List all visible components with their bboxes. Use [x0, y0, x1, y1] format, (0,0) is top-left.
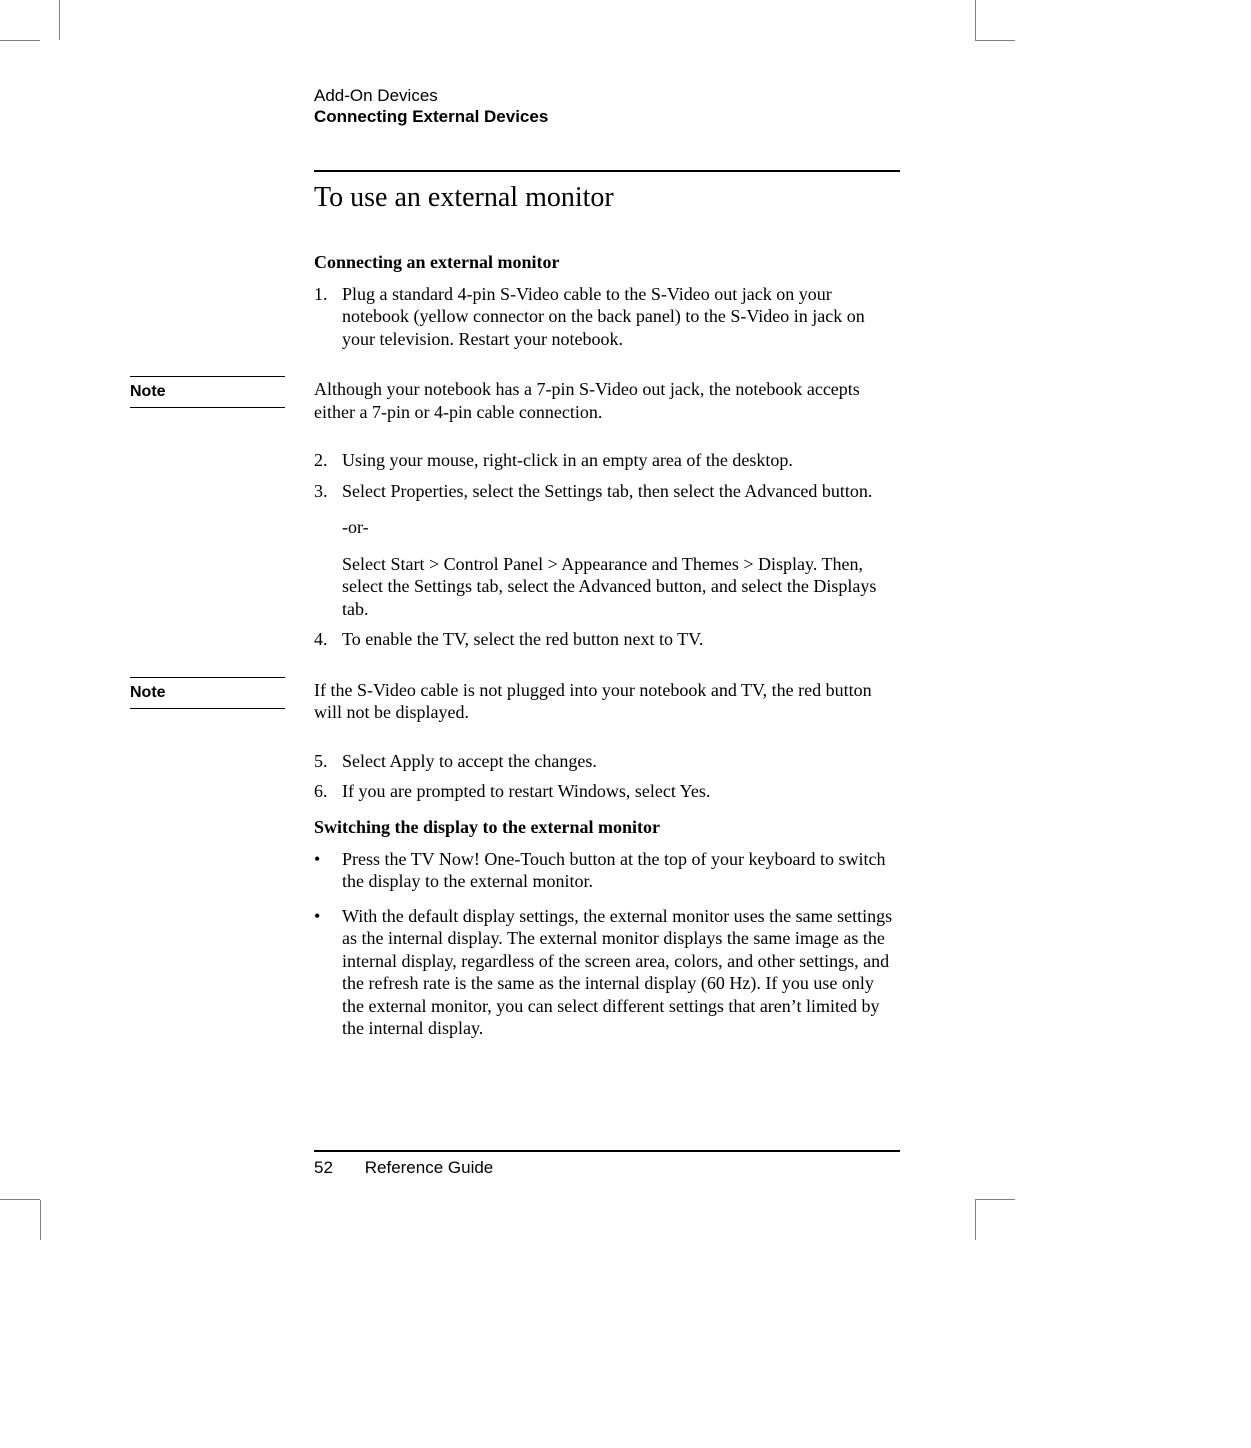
list-text: If you are prompted to restart Windows, … — [342, 780, 900, 803]
list-number: 2. — [314, 449, 342, 472]
note-body: If the S-Video cable is not plugged into… — [300, 673, 900, 724]
list-item: 4. To enable the TV, select the red butt… — [314, 628, 900, 651]
list-item: 5. Select Apply to accept the changes. — [314, 750, 900, 773]
footer-doc-title: Reference Guide — [365, 1158, 494, 1177]
list-number: 4. — [314, 628, 342, 651]
crop-mark — [975, 1200, 976, 1240]
ordered-list: 5. Select Apply to accept the changes. 6… — [314, 750, 900, 803]
bullet-list: • Press the TV Now! One-Touch button at … — [314, 848, 900, 1040]
note-block: Note Although your notebook has a 7-pin … — [130, 372, 900, 423]
note-block: Note If the S-Video cable is not plugged… — [130, 673, 900, 724]
crop-mark — [975, 0, 976, 40]
list-text: Press the TV Now! One-Touch button at th… — [342, 848, 900, 893]
page-content: Add-On Devices Connecting External Devic… — [130, 85, 900, 1178]
list-text: With the default display settings, the e… — [342, 905, 900, 1040]
or-label: -or- — [342, 516, 900, 539]
running-header: Add-On Devices Connecting External Devic… — [314, 85, 900, 128]
footer: 52 Reference Guide — [314, 1158, 900, 1178]
list-item: • With the default display settings, the… — [314, 905, 900, 1040]
horizontal-rule — [314, 170, 900, 172]
list-item: • Press the TV Now! One-Touch button at … — [314, 848, 900, 893]
list-item: 1. Plug a standard 4-pin S-Video cable t… — [314, 283, 900, 351]
note-label-wrap: Note — [130, 673, 300, 724]
list-number: 1. — [314, 283, 342, 351]
bullet-icon: • — [314, 905, 342, 1040]
page-number: 52 — [314, 1158, 360, 1178]
ordered-list: 2. Using your mouse, right-click in an e… — [314, 449, 900, 502]
list-item: 6. If you are prompted to restart Window… — [314, 780, 900, 803]
section-title: To use an external monitor — [314, 182, 900, 214]
crop-mark — [0, 40, 40, 41]
crop-mark — [975, 1199, 1015, 1200]
crop-mark — [975, 40, 1015, 41]
list-text: Using your mouse, right-click in an empt… — [342, 449, 900, 472]
note-body: Although your notebook has a 7-pin S-Vid… — [300, 372, 900, 423]
header-chapter: Add-On Devices — [314, 85, 900, 106]
list-text: To enable the TV, select the red button … — [342, 628, 900, 651]
list-item: 3. Select Properties, select the Setting… — [314, 480, 900, 503]
note-label: Note — [130, 376, 285, 408]
list-text: Plug a standard 4-pin S-Video cable to t… — [342, 283, 900, 351]
list-text: Select Properties, select the Settings t… — [342, 480, 900, 503]
note-label: Note — [130, 677, 285, 709]
bullet-icon: • — [314, 848, 342, 893]
horizontal-rule — [314, 1150, 900, 1152]
list-text: Select Apply to accept the changes. — [342, 750, 900, 773]
list-number: 5. — [314, 750, 342, 773]
note-label-wrap: Note — [130, 372, 300, 423]
header-section: Connecting External Devices — [314, 106, 900, 127]
list-number: 6. — [314, 780, 342, 803]
list-item: 2. Using your mouse, right-click in an e… — [314, 449, 900, 472]
crop-mark — [40, 0, 60, 40]
crop-mark — [0, 1199, 40, 1200]
ordered-list: 1. Plug a standard 4-pin S-Video cable t… — [314, 283, 900, 351]
subheading: Switching the display to the external mo… — [314, 817, 900, 838]
crop-mark — [40, 1200, 41, 1240]
list-number: 3. — [314, 480, 342, 503]
subheading: Connecting an external monitor — [314, 252, 900, 273]
ordered-list: 4. To enable the TV, select the red butt… — [314, 628, 900, 651]
or-text: Select Start > Control Panel > Appearanc… — [342, 553, 900, 621]
